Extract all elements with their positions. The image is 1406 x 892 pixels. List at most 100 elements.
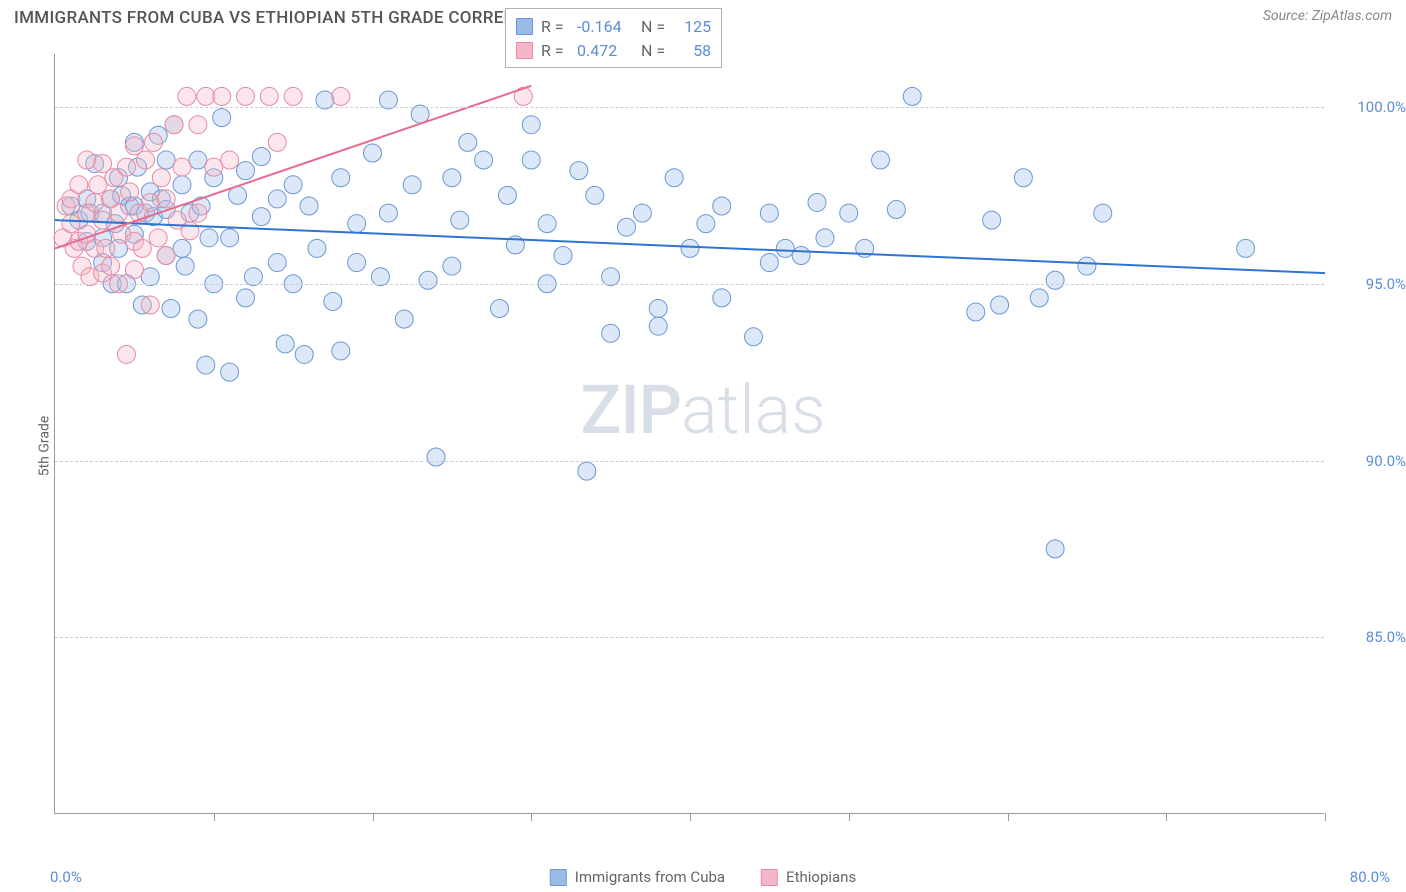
data-point — [189, 204, 207, 222]
stat-swatch — [516, 18, 533, 35]
data-point — [178, 87, 196, 105]
data-point — [840, 204, 858, 222]
data-point — [332, 342, 350, 360]
stat-n-label: N = — [641, 17, 665, 36]
data-point — [117, 345, 135, 363]
data-point — [221, 229, 239, 247]
gridline — [55, 284, 1324, 285]
data-point — [665, 169, 683, 187]
y-tick-label: 100.0% — [1336, 98, 1406, 116]
data-point — [1237, 239, 1255, 257]
data-point — [760, 254, 778, 272]
data-point — [522, 151, 540, 169]
y-tick-label: 85.0% — [1336, 628, 1406, 646]
data-point — [141, 193, 159, 211]
data-point — [498, 186, 516, 204]
data-point — [1078, 257, 1096, 275]
trend-line — [55, 220, 1325, 273]
data-point — [117, 158, 135, 176]
data-point — [237, 87, 255, 105]
data-point — [395, 310, 413, 328]
data-point — [649, 317, 667, 335]
data-point — [991, 296, 1009, 314]
data-point — [200, 229, 218, 247]
data-point — [522, 116, 540, 134]
x-tick — [849, 813, 850, 821]
data-point — [586, 186, 604, 204]
x-axis-min-label: 0.0% — [50, 868, 82, 886]
data-point — [189, 116, 207, 134]
data-point — [903, 87, 921, 105]
data-point — [94, 211, 112, 229]
data-point — [110, 204, 128, 222]
gridline — [55, 107, 1324, 108]
x-axis-max-label: 80.0% — [1350, 868, 1390, 886]
data-point — [268, 190, 286, 208]
data-point — [284, 87, 302, 105]
data-point — [475, 151, 493, 169]
data-point — [300, 197, 318, 215]
legend-item: Immigrants from Cuba — [550, 868, 725, 886]
legend-label: Immigrants from Cuba — [575, 868, 725, 886]
data-point — [213, 87, 231, 105]
data-point — [152, 169, 170, 187]
stat-n-label: N = — [641, 41, 665, 60]
data-point — [745, 328, 763, 346]
data-point — [284, 176, 302, 194]
data-point — [602, 324, 620, 342]
source-credit: Source: ZipAtlas.com — [1263, 8, 1392, 24]
data-point — [697, 215, 715, 233]
data-point — [295, 345, 313, 363]
data-point — [808, 193, 826, 211]
x-tick — [1166, 813, 1167, 821]
legend: Immigrants from CubaEthiopians — [550, 868, 856, 886]
data-point — [62, 215, 80, 233]
data-point — [760, 204, 778, 222]
data-point — [268, 254, 286, 272]
data-point — [451, 211, 469, 229]
stat-r-value: -0.164 — [577, 17, 633, 36]
chart-plot-area: 85.0%90.0%95.0%100.0% — [54, 54, 1324, 814]
data-point — [887, 201, 905, 219]
data-point — [268, 133, 286, 151]
data-point — [173, 239, 191, 257]
data-point — [252, 208, 270, 226]
data-point — [237, 162, 255, 180]
data-point — [308, 239, 326, 257]
data-point — [1030, 289, 1048, 307]
data-point — [276, 335, 294, 353]
stat-r-label: R = — [541, 17, 569, 36]
data-point — [252, 148, 270, 166]
x-tick — [214, 813, 215, 821]
data-point — [213, 109, 231, 127]
data-point — [205, 158, 223, 176]
data-point — [165, 116, 183, 134]
data-point — [538, 215, 556, 233]
x-tick — [531, 813, 532, 821]
data-point — [872, 151, 890, 169]
x-tick — [1008, 813, 1009, 821]
data-point — [1046, 271, 1064, 289]
data-point — [97, 239, 115, 257]
scatter-svg — [55, 54, 1324, 813]
data-point — [983, 211, 1001, 229]
y-tick-label: 90.0% — [1336, 452, 1406, 470]
data-point — [189, 310, 207, 328]
data-point — [197, 87, 215, 105]
gridline — [55, 461, 1324, 462]
data-point — [173, 158, 191, 176]
data-point — [133, 239, 151, 257]
data-point — [1094, 204, 1112, 222]
gridline — [55, 637, 1324, 638]
stat-swatch — [516, 42, 533, 59]
data-point — [86, 193, 104, 211]
data-point — [554, 246, 572, 264]
data-point — [491, 300, 509, 318]
data-point — [649, 300, 667, 318]
y-axis-label: 5th Grade — [36, 416, 52, 477]
data-point — [162, 300, 180, 318]
stat-n-value: 58 — [677, 41, 711, 60]
x-tick — [1325, 813, 1326, 821]
data-point — [181, 222, 199, 240]
data-point — [364, 144, 382, 162]
